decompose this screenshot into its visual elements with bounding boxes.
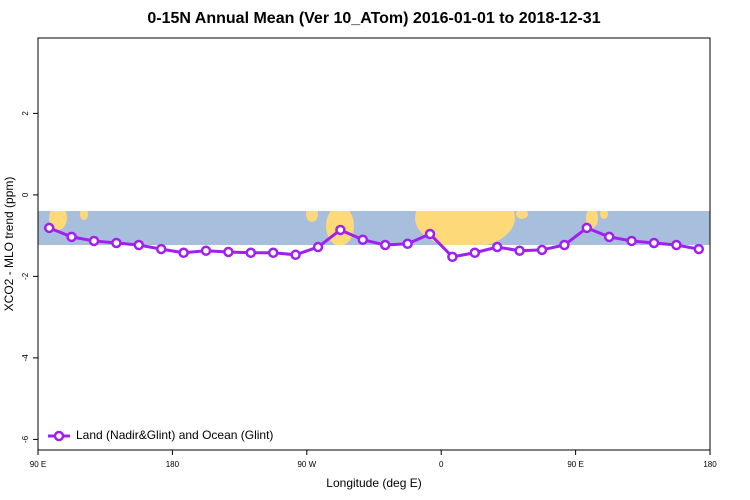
point [133,239,145,251]
point [66,231,77,243]
point [335,224,346,236]
point [648,237,660,249]
map-band [38,211,710,245]
point [402,238,413,250]
point [469,247,481,259]
x-tick-label: 90 W [297,460,316,469]
x-tick-label: 90 E [567,460,583,469]
legend-marker [53,430,65,442]
point [223,246,234,258]
point [671,239,682,251]
y-tick-label: -2 [21,272,30,280]
point [447,251,458,263]
chart-title: 0-15N Annual Mean (Ver 10_ATom) 2016-01-… [147,10,600,27]
x-tick-label: 180 [703,460,717,469]
x-axis-label: Longitude (deg E) [326,476,421,490]
point [379,239,391,251]
point [290,249,301,261]
point [245,247,257,259]
plot-frame [37,37,711,451]
point [111,237,122,249]
point [603,231,615,243]
point [43,222,55,234]
point [581,222,593,234]
y-tick-label: -4 [21,354,30,362]
point [312,241,324,253]
point [267,247,279,259]
point [626,235,637,247]
point [178,247,189,259]
y-tick-label: 0 [21,192,30,197]
point [536,244,548,256]
point [514,245,525,256]
point [155,243,167,255]
legend-label: Land (Nadir&Glint) and Ocean (Glint) [76,428,273,442]
y-axis-label: XCO2 - MLO trend (ppm) [2,177,16,312]
x-tick-label: 90 E [30,460,46,469]
point [491,241,503,253]
point [424,228,436,240]
point [693,243,705,255]
x-tick-label: 0 [439,460,444,469]
point [559,239,570,251]
y-tick-label: -6 [21,435,30,443]
point [200,245,212,256]
y-tick-label: 2 [21,111,30,116]
point [357,234,369,245]
point [88,235,100,247]
x-tick-label: 180 [166,460,180,469]
